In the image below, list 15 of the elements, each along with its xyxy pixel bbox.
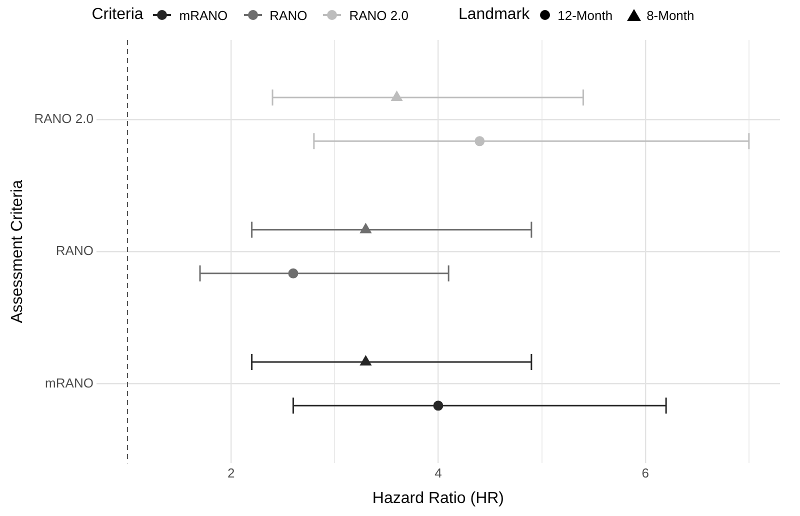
category-label: RANO [270,8,308,22]
y-axis-title: Assessment Criteria [9,180,26,324]
y-tick-label: mRANO [45,375,94,390]
text: Criteria [92,6,144,23]
x-tick-label: 2 [227,466,235,481]
x-axis-title: Hazard Ratio (HR) [372,490,504,507]
x-tick-label: 6 [642,466,649,481]
text: Landmark [458,6,530,23]
y-tick-label: RANO [56,243,94,258]
text: 12-Month [558,8,613,22]
y-tick-label: RANO 2.0 [34,110,94,126]
category-label: RANO 2.0 [349,8,408,22]
x-tick-label: 4 [434,466,442,481]
text: 8-Month [646,8,694,22]
category-label: mRANO [179,8,228,22]
